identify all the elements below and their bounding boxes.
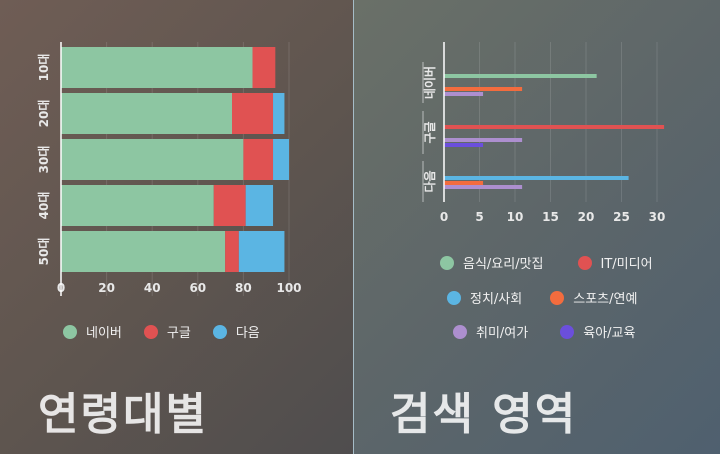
legend-label: 네이버: [86, 326, 122, 341]
legend-swatch: [577, 255, 592, 270]
x-tick-label: 80: [235, 281, 252, 295]
x-tick-label: 20: [98, 281, 115, 295]
bar-segment: [273, 139, 289, 180]
legend-item-naver: 네이버: [63, 322, 122, 341]
age-section-title: 연령대별: [38, 389, 208, 440]
legend-item-music-food: 음식/요리/맛집: [440, 253, 544, 272]
legend-item-daum: 다음: [212, 322, 260, 341]
x-tick-label: 10: [507, 210, 524, 224]
legend-label: 다음: [235, 326, 260, 341]
legend-item-google: 구글: [143, 322, 191, 341]
bar-segment: [225, 231, 239, 272]
bar-segment: [61, 47, 253, 88]
left-panel: 02040608010010대20대30대40대50대 네이버 구글 다음 연령…: [0, 0, 353, 454]
bar: [444, 92, 484, 96]
legend-item-parenting-education: 육아/교육: [560, 322, 635, 341]
legend-swatch: [212, 324, 227, 339]
x-tick-label: 20: [578, 210, 595, 224]
legend-label: 구글: [166, 326, 191, 341]
legend-item-it-media: IT/미디어: [577, 253, 653, 272]
x-tick-label: 25: [613, 210, 630, 224]
topic-section-title: 검색 영역: [390, 389, 578, 440]
legend-swatch: [560, 324, 575, 339]
x-tick-label: 60: [189, 281, 206, 295]
bar: [444, 176, 629, 180]
y-category-label: 30대: [37, 146, 51, 174]
legend-label: IT/미디어: [600, 257, 653, 272]
legend-swatch: [143, 324, 158, 339]
legend-swatch: [550, 290, 565, 305]
y-category-label: 20대: [37, 100, 51, 128]
legend-label: 정치/사회: [470, 292, 523, 307]
legend-swatch: [453, 324, 467, 339]
bar: [444, 138, 523, 142]
y-category-label: 10대: [37, 54, 51, 82]
bar: [444, 125, 665, 129]
topic-legend-row-2: 정치/사회 스포츠/연예: [447, 288, 659, 307]
x-tick-label: 40: [144, 281, 161, 295]
x-tick-label: 5: [475, 210, 483, 224]
bar: [444, 87, 523, 91]
legend-item-politics-society: 정치/사회: [447, 288, 522, 307]
legend-label: 육아/교육: [583, 326, 636, 341]
bar-segment: [232, 93, 274, 134]
topic-legend-row-1: 음식/요리/맛집 IT/미디어: [440, 253, 675, 272]
bar-segment: [252, 47, 276, 88]
legend-swatch: [63, 324, 77, 339]
legend-swatch: [440, 255, 454, 270]
bar-segment: [61, 185, 214, 226]
age-chart-legend: 네이버 구글 다음: [63, 322, 282, 341]
bar-segment: [273, 93, 285, 134]
y-category-label: 50대: [37, 238, 51, 266]
y-category-label: 40대: [37, 192, 51, 220]
bar-segment: [213, 185, 246, 226]
legend-label: 음식/요리/맛집: [463, 257, 544, 272]
bar-segment: [243, 139, 274, 180]
bar-segment: [245, 185, 274, 226]
bar: [444, 143, 484, 147]
bar-segment: [61, 93, 232, 134]
bar: [444, 181, 484, 185]
bar-segment: [61, 231, 226, 272]
panel-divider: [353, 0, 354, 454]
x-tick-label: 0: [440, 210, 448, 224]
topic-legend-row-3: 취미/여가 육아/교육: [453, 322, 657, 341]
legend-item-hobby-leisure: 취미/여가: [453, 322, 528, 341]
x-tick-label: 100: [276, 281, 301, 295]
x-tick-label: 30: [649, 210, 666, 224]
bar-segment: [61, 139, 244, 180]
legend-item-sports-entertainment: 스포츠/연예: [550, 288, 637, 307]
bar-segment: [238, 231, 285, 272]
bar: [444, 74, 597, 78]
y-category-label: 다음: [422, 170, 437, 192]
bar: [444, 185, 523, 189]
x-tick-label: 15: [542, 210, 559, 224]
legend-swatch: [447, 290, 461, 305]
y-category-label: 네이버: [422, 66, 437, 99]
y-category-label: 구글: [423, 121, 437, 143]
age-stacked-bar-chart: 02040608010010대20대30대40대50대: [37, 42, 302, 296]
legend-label: 취미/여가: [476, 326, 529, 341]
legend-label: 스포츠/연예: [573, 292, 638, 307]
